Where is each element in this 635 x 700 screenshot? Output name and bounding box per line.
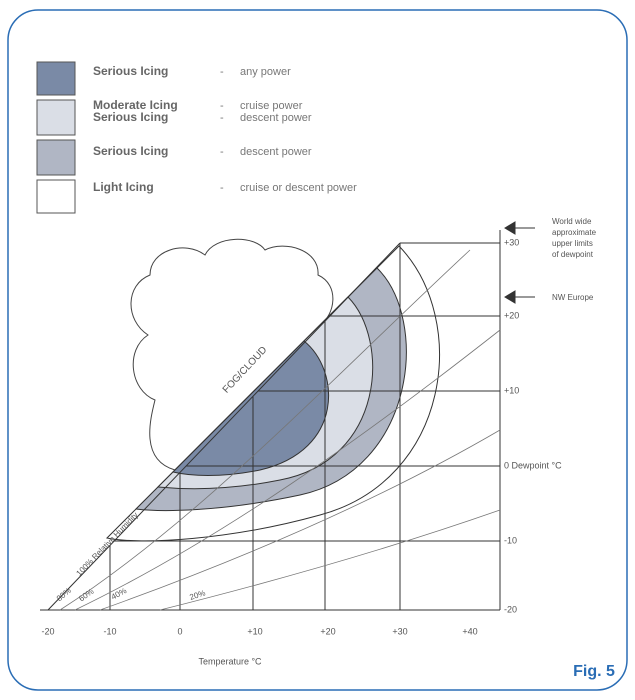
cloud	[130, 238, 334, 471]
limit-note: of dewpoint	[552, 250, 594, 259]
legend-label: Light Icing	[93, 180, 154, 194]
arrow	[504, 221, 535, 235]
x-tick-label: +30	[392, 626, 407, 636]
limit-note: approximate	[552, 228, 597, 237]
legend-detail: any power	[240, 66, 291, 78]
limit-note: NW Europe	[552, 293, 594, 302]
figure-label: Fig. 5	[573, 663, 615, 680]
x-tick-label: -10	[103, 626, 116, 636]
y-tick-label: +30	[504, 237, 519, 247]
frame	[7, 9, 628, 691]
legend-detail: descent power	[240, 146, 312, 158]
grid	[40, 230, 501, 611]
legend-separator: -	[220, 182, 224, 194]
x-axis-title: Temperature °C	[198, 656, 262, 666]
x-tick-label: 0	[177, 626, 182, 636]
humidity-line	[74, 329, 501, 611]
x-tick-label: +40	[462, 626, 477, 636]
y-tick-label: +20	[504, 310, 519, 320]
legend-separator: -	[220, 66, 224, 78]
legend-label: Moderate Icing	[93, 98, 178, 112]
x-tick-label: +10	[247, 626, 262, 636]
legend-detail: cruise or descent power	[240, 182, 357, 194]
legend-separator: -	[220, 112, 224, 124]
y-tick-label: 0 Dewpoint °C	[504, 460, 562, 470]
legend-label: Serious Icing	[93, 144, 168, 158]
legend-separator: -	[220, 146, 224, 158]
limit-note: World wide	[552, 217, 592, 226]
arrow	[504, 290, 535, 304]
swatch	[36, 61, 76, 96]
humidity-label: 40%	[110, 586, 128, 601]
humidity-label: 20%	[188, 588, 206, 602]
humidity-line	[99, 429, 501, 611]
humidity-label: 80%	[55, 586, 73, 603]
humidity-line	[159, 509, 501, 611]
swatch	[36, 99, 76, 136]
y-tick-label: -20	[504, 604, 517, 614]
humidity-label: 100% Relative Humidity	[74, 511, 139, 578]
x-tick-label: -20	[41, 626, 54, 636]
humidity-line	[59, 249, 471, 611]
y-tick-label: -10	[504, 535, 517, 545]
legend-label: Serious Icing	[93, 110, 168, 124]
swatch	[36, 139, 76, 176]
y-tick-label: +10	[504, 385, 519, 395]
legend-detail: cruise power	[240, 100, 303, 112]
legend-separator: -	[220, 100, 224, 112]
swatch	[36, 179, 76, 214]
limit-note: upper limits	[552, 239, 593, 248]
saturation-line	[47, 242, 401, 611]
legend-detail: descent power	[240, 112, 312, 124]
x-tick-label: +20	[320, 626, 335, 636]
legend-label: Serious Icing	[93, 64, 168, 78]
